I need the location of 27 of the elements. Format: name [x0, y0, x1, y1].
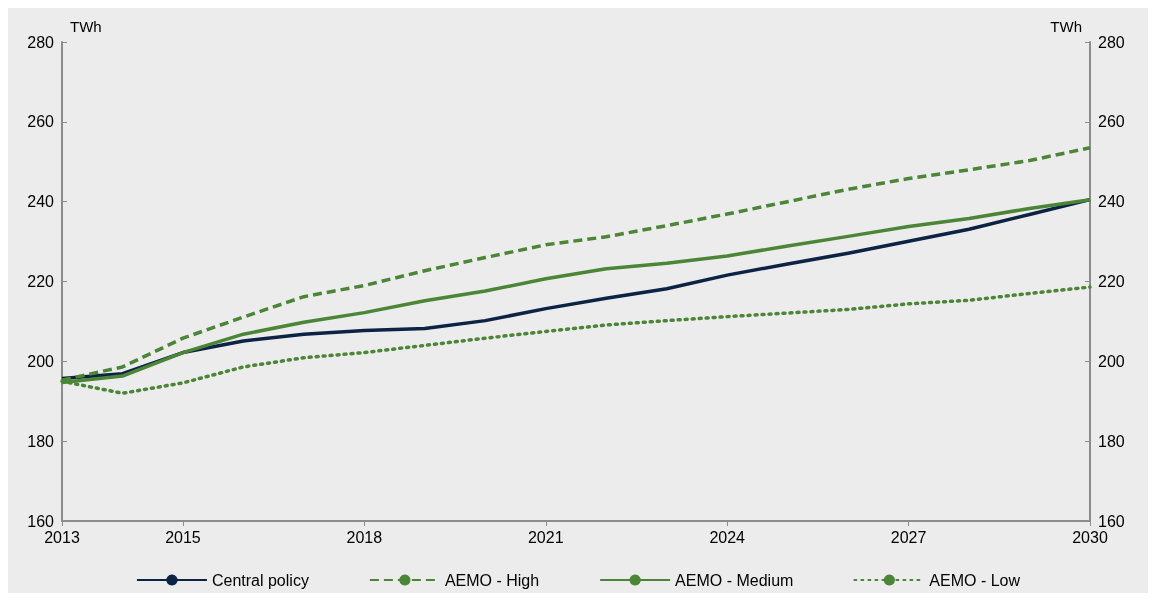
y2-axis-title: TWh: [1050, 18, 1082, 35]
y2-tick-label: 260: [1098, 113, 1125, 131]
legend-label: AEMO - Medium: [675, 571, 794, 589]
x-tick-label: 2030: [1072, 528, 1108, 546]
y-axis-title: TWh: [70, 18, 102, 35]
x-tick-label: 2015: [165, 528, 201, 546]
y-tick-label: 160: [27, 512, 55, 530]
y2-tick-label: 160: [1098, 512, 1125, 530]
x-tick-label: 2013: [44, 528, 80, 546]
legend-label: Central policy: [211, 571, 309, 589]
y-tick-label: 220: [27, 273, 55, 290]
y-tick-label: 260: [27, 113, 55, 131]
x-tick-label: 2021: [527, 528, 564, 546]
y2-tick-label: 220: [1098, 273, 1125, 290]
x-tick-label: 2018: [346, 528, 383, 546]
y2-tick-label: 240: [1098, 193, 1125, 211]
x-tick-label: 2027: [890, 528, 927, 546]
y-tick-label: 180: [27, 432, 55, 450]
x-tick-label: 2024: [709, 528, 746, 546]
y2-tick-label: 180: [1098, 432, 1125, 450]
y-tick-label: 240: [27, 193, 55, 211]
legend-label: AEMO - High: [444, 571, 540, 589]
legend-label: AEMO - Low: [929, 571, 1021, 589]
y2-tick-label: 200: [1098, 352, 1125, 370]
y-tick-label: 280: [27, 33, 55, 51]
y-tick-label: 200: [27, 352, 55, 370]
y2-tick-label: 280: [1098, 33, 1125, 51]
